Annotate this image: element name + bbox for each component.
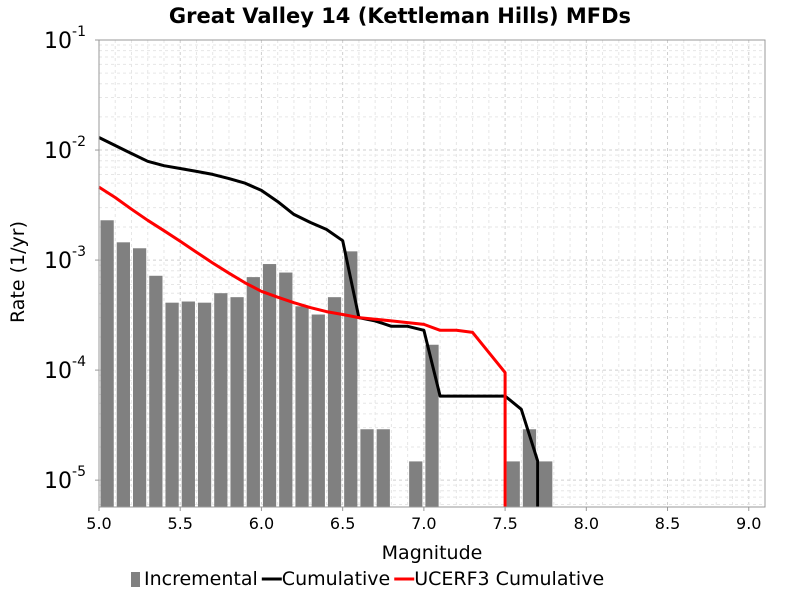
x-tick-label: 7.0 [411, 514, 436, 533]
incremental-bar [376, 429, 390, 507]
incremental-bar [214, 293, 228, 507]
incremental-bar [246, 277, 260, 507]
incremental-bar [506, 461, 520, 507]
legend-swatch-incremental [131, 572, 140, 587]
y-tick-label: 10-5 [44, 464, 86, 494]
legend-label: Cumulative [282, 568, 390, 590]
legend: Incremental Cumulative UCERF3 Cumulative [131, 568, 604, 590]
incremental-bar [522, 429, 537, 507]
incremental-bar [409, 461, 423, 507]
incremental-bar [181, 301, 195, 507]
incremental-bar [262, 264, 277, 507]
x-axis-ticks: 5.0 5.5 6.0 6.5 7.0 7.5 8.0 8.5 9.0 [86, 507, 761, 533]
legend-label: UCERF3 Cumulative [414, 568, 604, 590]
legend-label: Incremental [144, 568, 258, 590]
incremental-bar [311, 314, 325, 507]
incremental-bar [100, 220, 114, 507]
incremental-bar [295, 306, 309, 507]
incremental-bar [360, 429, 374, 507]
incremental-bar [132, 248, 147, 507]
cumulative-lines [98, 136, 540, 507]
incremental-bar [197, 302, 212, 507]
x-tick-label: 7.5 [492, 514, 517, 533]
y-axis-ticks: 10-5 10-4 10-3 10-2 10-1 [44, 24, 99, 494]
plot-frame [98, 39, 766, 508]
incremental-bar [425, 344, 439, 507]
x-tick-label: 6.5 [330, 514, 355, 533]
incremental-bar [279, 272, 293, 507]
y-tick-label: 10-2 [44, 134, 86, 164]
x-tick-label: 9.0 [736, 514, 761, 533]
incremental-bar [116, 242, 130, 507]
incremental-bars [100, 220, 553, 507]
x-tick-label: 8.5 [655, 514, 680, 533]
y-tick-label: 10-4 [44, 354, 86, 384]
x-tick-label: 5.5 [167, 514, 192, 533]
ucerf3-cumulative-line [98, 185, 507, 507]
cumulative-line [98, 136, 540, 507]
incremental-bar [149, 275, 163, 507]
y-axis-label: Rate (1/yr) [7, 221, 29, 323]
y-tick-label: 10-1 [44, 24, 86, 54]
incremental-bar [344, 251, 358, 507]
x-tick-label: 6.0 [249, 514, 274, 533]
incremental-bar [165, 302, 179, 507]
y-tick-label: 10-3 [44, 244, 86, 274]
incremental-bar [327, 297, 342, 507]
x-tick-label: 8.0 [574, 514, 599, 533]
incremental-bar [539, 461, 553, 507]
x-axis-label: Magnitude [382, 542, 483, 564]
x-tick-label: 5.0 [86, 514, 111, 533]
chart-title: Great Valley 14 (Kettleman Hills) MFDs [169, 4, 631, 28]
incremental-bar [230, 297, 244, 507]
